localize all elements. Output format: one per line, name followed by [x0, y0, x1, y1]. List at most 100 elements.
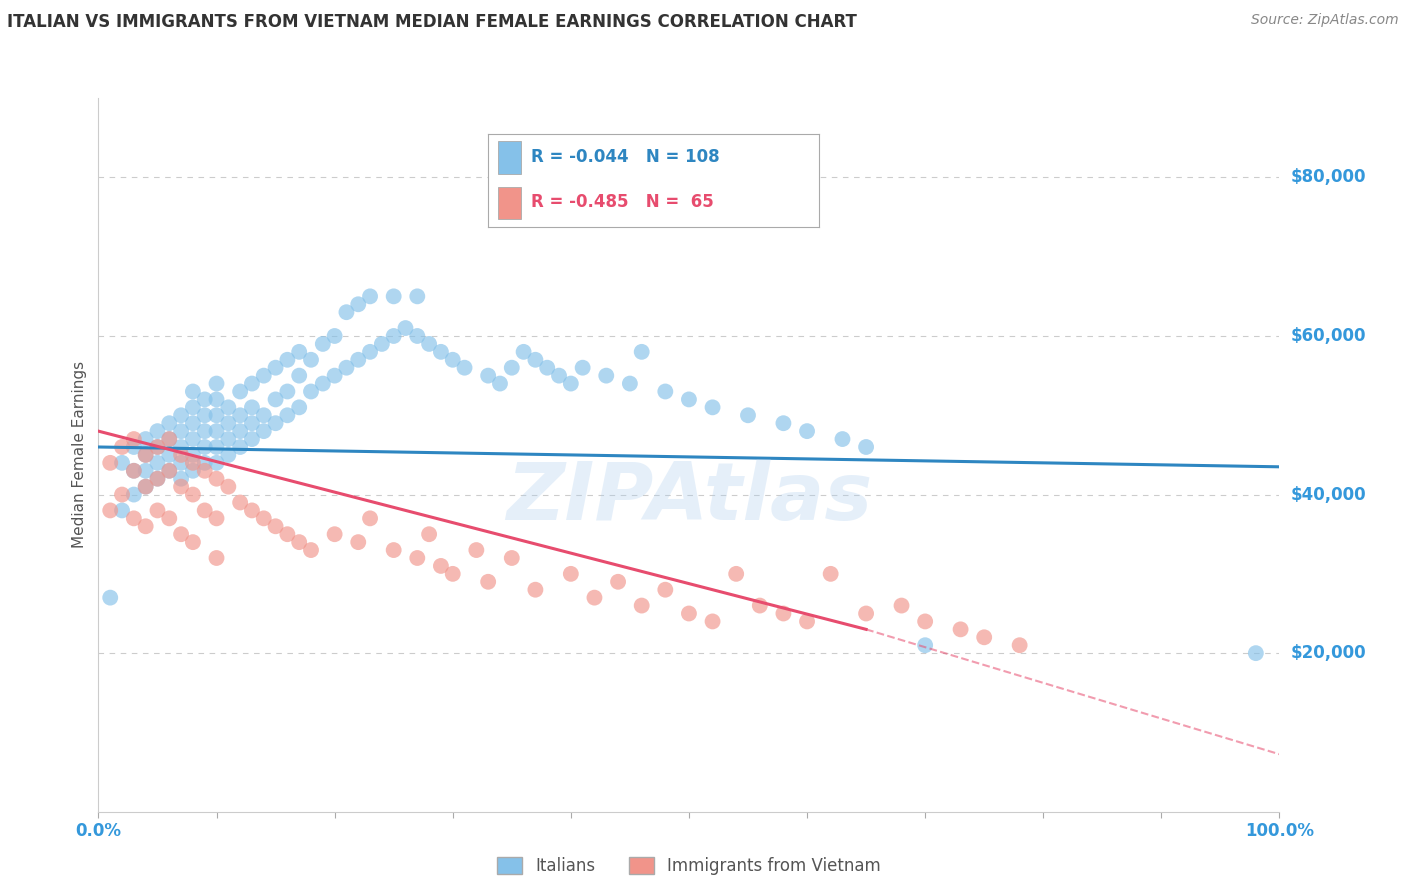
- Point: [181, 401, 204, 415]
- Point: [914, 638, 936, 652]
- Point: [1244, 646, 1267, 660]
- Point: [299, 384, 322, 399]
- Point: [323, 527, 346, 541]
- Point: [111, 487, 134, 501]
- Point: [181, 464, 204, 478]
- Point: [98, 503, 121, 517]
- Point: [288, 368, 311, 383]
- Point: [299, 352, 322, 367]
- Point: [359, 344, 381, 359]
- Point: [382, 329, 405, 343]
- FancyBboxPatch shape: [498, 141, 522, 174]
- Point: [194, 392, 217, 407]
- Point: [146, 503, 169, 517]
- Point: [205, 551, 228, 566]
- Point: [312, 376, 335, 391]
- Point: [194, 464, 217, 478]
- Point: [264, 392, 287, 407]
- Point: [157, 464, 180, 478]
- Point: [170, 448, 193, 462]
- Point: [335, 305, 357, 319]
- Point: [217, 480, 239, 494]
- Point: [264, 416, 287, 430]
- Point: [122, 464, 145, 478]
- Point: [855, 607, 877, 621]
- Point: [465, 543, 488, 558]
- Point: [240, 416, 263, 430]
- Point: [890, 599, 912, 613]
- Point: [276, 409, 298, 423]
- Point: [678, 607, 700, 621]
- Point: [299, 543, 322, 558]
- Point: [973, 630, 995, 644]
- Point: [205, 472, 228, 486]
- Point: [146, 424, 169, 438]
- Point: [181, 448, 204, 462]
- Point: [560, 376, 582, 391]
- Point: [146, 440, 169, 454]
- Point: [524, 352, 547, 367]
- Point: [170, 472, 193, 486]
- Point: [323, 368, 346, 383]
- Point: [831, 432, 853, 446]
- Text: $20,000: $20,000: [1291, 644, 1367, 662]
- Point: [122, 464, 145, 478]
- Point: [122, 440, 145, 454]
- Point: [489, 376, 512, 391]
- Point: [217, 432, 239, 446]
- Point: [772, 607, 794, 621]
- Point: [181, 416, 204, 430]
- Point: [477, 574, 499, 589]
- Point: [276, 384, 298, 399]
- Point: [371, 337, 394, 351]
- Point: [194, 456, 217, 470]
- Point: [276, 352, 298, 367]
- Point: [441, 352, 464, 367]
- Legend: Italians, Immigrants from Vietnam: Italians, Immigrants from Vietnam: [491, 850, 887, 882]
- Point: [146, 472, 169, 486]
- Point: [122, 432, 145, 446]
- Point: [135, 519, 157, 533]
- Point: [571, 360, 593, 375]
- Text: ITALIAN VS IMMIGRANTS FROM VIETNAM MEDIAN FEMALE EARNINGS CORRELATION CHART: ITALIAN VS IMMIGRANTS FROM VIETNAM MEDIA…: [7, 13, 856, 31]
- Point: [820, 566, 842, 581]
- Y-axis label: Median Female Earnings: Median Female Earnings: [72, 361, 87, 549]
- Point: [737, 409, 759, 423]
- Point: [194, 409, 217, 423]
- Point: [595, 368, 617, 383]
- Point: [122, 487, 145, 501]
- Point: [441, 566, 464, 581]
- Point: [560, 566, 582, 581]
- Point: [430, 344, 453, 359]
- Point: [748, 599, 770, 613]
- Point: [194, 440, 217, 454]
- Point: [418, 337, 440, 351]
- Point: [205, 456, 228, 470]
- Point: [229, 495, 252, 509]
- Point: [949, 623, 972, 637]
- Point: [855, 440, 877, 454]
- Point: [135, 480, 157, 494]
- FancyBboxPatch shape: [498, 186, 522, 219]
- Point: [264, 519, 287, 533]
- Point: [111, 440, 134, 454]
- Point: [253, 409, 276, 423]
- Point: [146, 456, 169, 470]
- Point: [240, 432, 263, 446]
- Point: [347, 352, 370, 367]
- Point: [135, 432, 157, 446]
- Text: R = -0.485   N =  65: R = -0.485 N = 65: [531, 193, 714, 211]
- Point: [170, 424, 193, 438]
- Point: [512, 344, 534, 359]
- Point: [536, 360, 558, 375]
- Point: [382, 543, 405, 558]
- Point: [347, 535, 370, 549]
- Point: [170, 440, 193, 454]
- Point: [240, 401, 263, 415]
- Point: [264, 360, 287, 375]
- Point: [170, 480, 193, 494]
- Point: [146, 472, 169, 486]
- Point: [217, 416, 239, 430]
- Point: [477, 368, 499, 383]
- Point: [229, 384, 252, 399]
